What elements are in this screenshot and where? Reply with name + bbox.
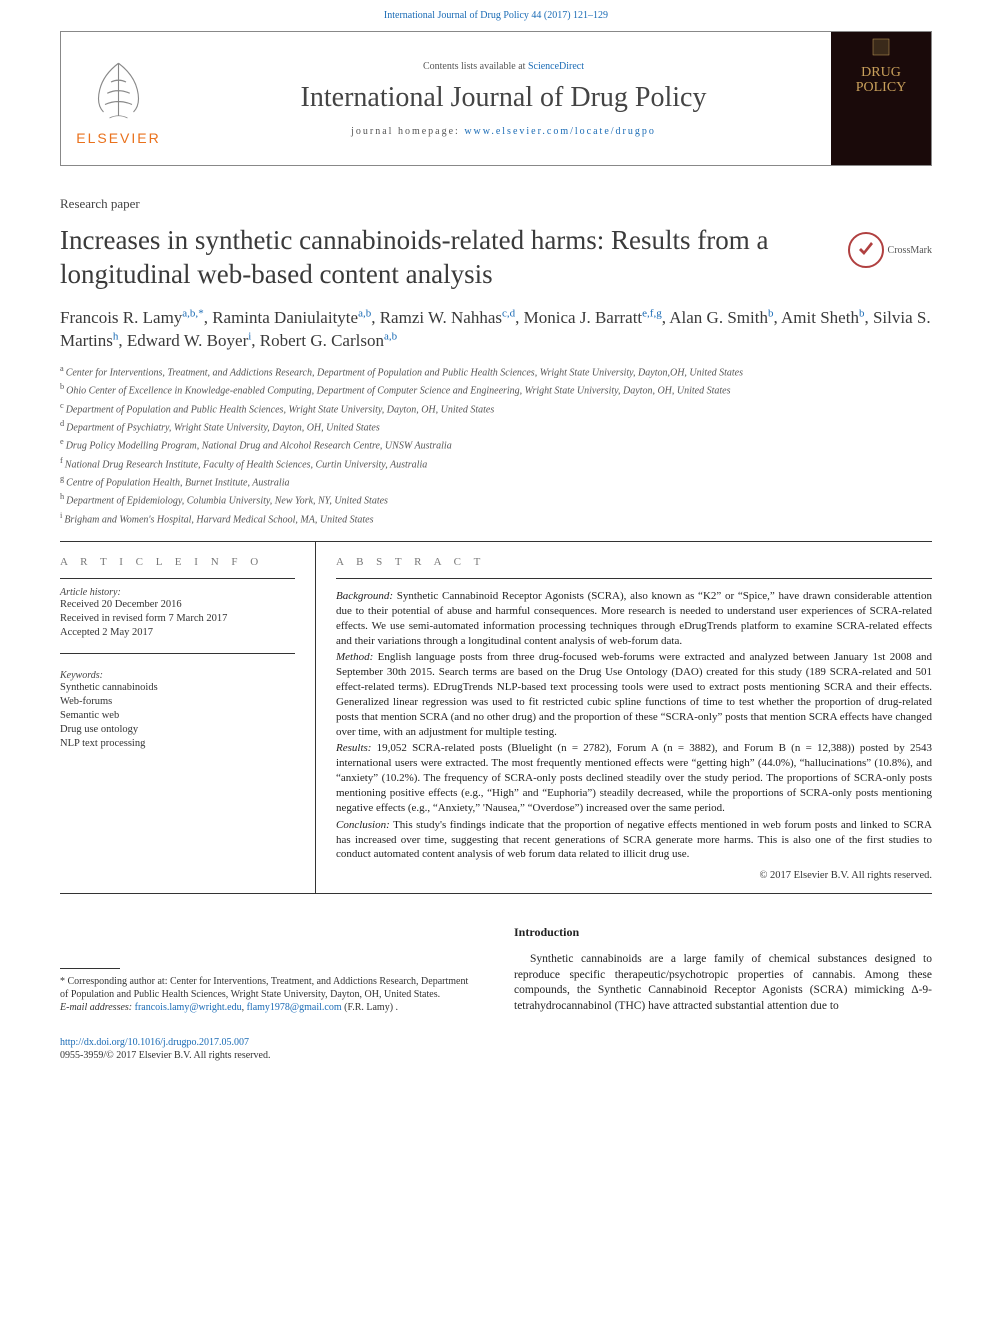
article-info-label: A R T I C L E I N F O <box>60 556 295 568</box>
elsevier-tree-icon <box>81 52 156 127</box>
article-type: Research paper <box>60 196 932 212</box>
abstract-copyright: © 2017 Elsevier B.V. All rights reserved… <box>336 870 932 881</box>
email-link-1[interactable]: francois.lamy@wright.edu <box>135 1002 242 1013</box>
top-citation: International Journal of Drug Policy 44 … <box>0 0 992 26</box>
affiliation-list: aCenter for Interventions, Treatment, an… <box>60 363 932 527</box>
history-lines: Received 20 December 2016Received in rev… <box>60 598 295 641</box>
keywords-label: Keywords: <box>60 670 295 681</box>
sciencedirect-link[interactable]: ScienceDirect <box>528 61 584 72</box>
introduction-heading: Introduction <box>514 924 932 940</box>
elsevier-wordmark: ELSEVIER <box>76 130 160 146</box>
contents-list-line: Contents lists available at ScienceDirec… <box>423 61 584 72</box>
author: Ramzi W. Nahhasc,d <box>380 308 515 327</box>
cover-title-line1: DRUG <box>856 65 907 80</box>
journal-header: ELSEVIER Contents lists available at Sci… <box>60 31 932 166</box>
author: Raminta Daniulaitytea,b <box>212 308 371 327</box>
cover-title-line2: POLICY <box>856 80 907 95</box>
history-line: Received in revised form 7 March 2017 <box>60 612 295 626</box>
crossmark-label: CrossMark <box>888 245 932 256</box>
history-line: Accepted 2 May 2017 <box>60 626 295 640</box>
footer-info: http://dx.doi.org/10.1016/j.drugpo.2017.… <box>60 1036 932 1062</box>
affiliation: dDepartment of Psychiatry, Wright State … <box>60 418 932 435</box>
doi-link[interactable]: http://dx.doi.org/10.1016/j.drugpo.2017.… <box>60 1037 249 1048</box>
introduction-column: Introduction Synthetic cannabinoids are … <box>496 924 932 1014</box>
abstract-paragraph: Results: 19,052 SCRA-related posts (Blue… <box>336 741 932 815</box>
contents-prefix: Contents lists available at <box>423 61 528 72</box>
email-label: E-mail addresses: <box>60 1002 135 1013</box>
cover-crest-icon <box>871 37 891 57</box>
keyword: Drug use ontology <box>60 723 295 737</box>
crossmark-icon <box>848 232 884 268</box>
keyword: Semantic web <box>60 709 295 723</box>
footnote-column: * Corresponding author at: Center for In… <box>60 924 496 1014</box>
abstract-paragraph: Background: Synthetic Cannabinoid Recept… <box>336 589 932 648</box>
author: Robert G. Carlsona,b <box>260 331 397 350</box>
journal-name: International Journal of Drug Policy <box>301 82 707 114</box>
cover-title: DRUG POLICY <box>856 65 907 96</box>
homepage-link[interactable]: www.elsevier.com/locate/drugpo <box>464 126 656 137</box>
keywords-list: Synthetic cannabinoidsWeb-forumsSemantic… <box>60 681 295 752</box>
author-list: Francois R. Lamya,b,*, Raminta Daniulait… <box>60 306 932 354</box>
affiliation: hDepartment of Epidemiology, Columbia Un… <box>60 491 932 508</box>
introduction-paragraph: Synthetic cannabinoids are a large famil… <box>514 952 932 1014</box>
journal-homepage-line: journal homepage: www.elsevier.com/locat… <box>351 126 656 137</box>
affiliation: bOhio Center of Excellence in Knowledge-… <box>60 381 932 398</box>
email-link-2[interactable]: flamy1978@gmail.com <box>247 1002 342 1013</box>
abstract-column: A B S T R A C T Background: Synthetic Ca… <box>315 542 932 893</box>
footnote-rule <box>60 968 120 969</box>
header-center: Contents lists available at ScienceDirec… <box>176 32 831 165</box>
divider-bottom <box>60 893 932 894</box>
abstract-paragraph: Conclusion: This study's findings indica… <box>336 818 932 863</box>
article-title: Increases in synthetic cannabinoids-rela… <box>60 224 828 292</box>
affiliation: aCenter for Interventions, Treatment, an… <box>60 363 932 380</box>
elsevier-logo: ELSEVIER <box>61 32 176 165</box>
correspondence-footnote: * Corresponding author at: Center for In… <box>60 975 478 1014</box>
keywords-divider <box>60 653 295 654</box>
affiliation: eDrug Policy Modelling Program, National… <box>60 436 932 453</box>
affiliation: iBrigham and Women's Hospital, Harvard M… <box>60 510 932 527</box>
keyword: NLP text processing <box>60 737 295 751</box>
corr-text: Corresponding author at: Center for Inte… <box>60 976 468 1000</box>
author: Alan G. Smithb <box>669 308 773 327</box>
abstract-divider <box>336 578 932 579</box>
issn-line: 0955-3959/© 2017 Elsevier B.V. All right… <box>60 1050 270 1061</box>
journal-cover: DRUG POLICY <box>831 32 931 165</box>
author: Francois R. Lamya,b,* <box>60 308 204 327</box>
author: Edward W. Boyeri <box>127 331 251 350</box>
history-label: Article history: <box>60 587 295 598</box>
affiliation: cDepartment of Population and Public Hea… <box>60 400 932 417</box>
abstract-body: Background: Synthetic Cannabinoid Recept… <box>336 589 932 862</box>
email-suffix: (F.R. Lamy) <box>342 1002 393 1013</box>
article-info-column: A R T I C L E I N F O Article history: R… <box>60 542 315 893</box>
affiliation: gCentre of Population Health, Burnet Ins… <box>60 473 932 490</box>
abstract-label: A B S T R A C T <box>336 556 932 568</box>
keyword: Web-forums <box>60 695 295 709</box>
abstract-paragraph: Method: English language posts from thre… <box>336 650 932 739</box>
keyword: Synthetic cannabinoids <box>60 681 295 695</box>
crossmark-badge[interactable]: CrossMark <box>848 232 932 268</box>
homepage-prefix: journal homepage: <box>351 126 464 137</box>
author: Monica J. Barratte,f,g <box>524 308 662 327</box>
affiliation: fNational Drug Research Institute, Facul… <box>60 455 932 472</box>
history-line: Received 20 December 2016 <box>60 598 295 612</box>
author: Amit Shethb <box>781 308 864 327</box>
article-info-divider <box>60 578 295 579</box>
